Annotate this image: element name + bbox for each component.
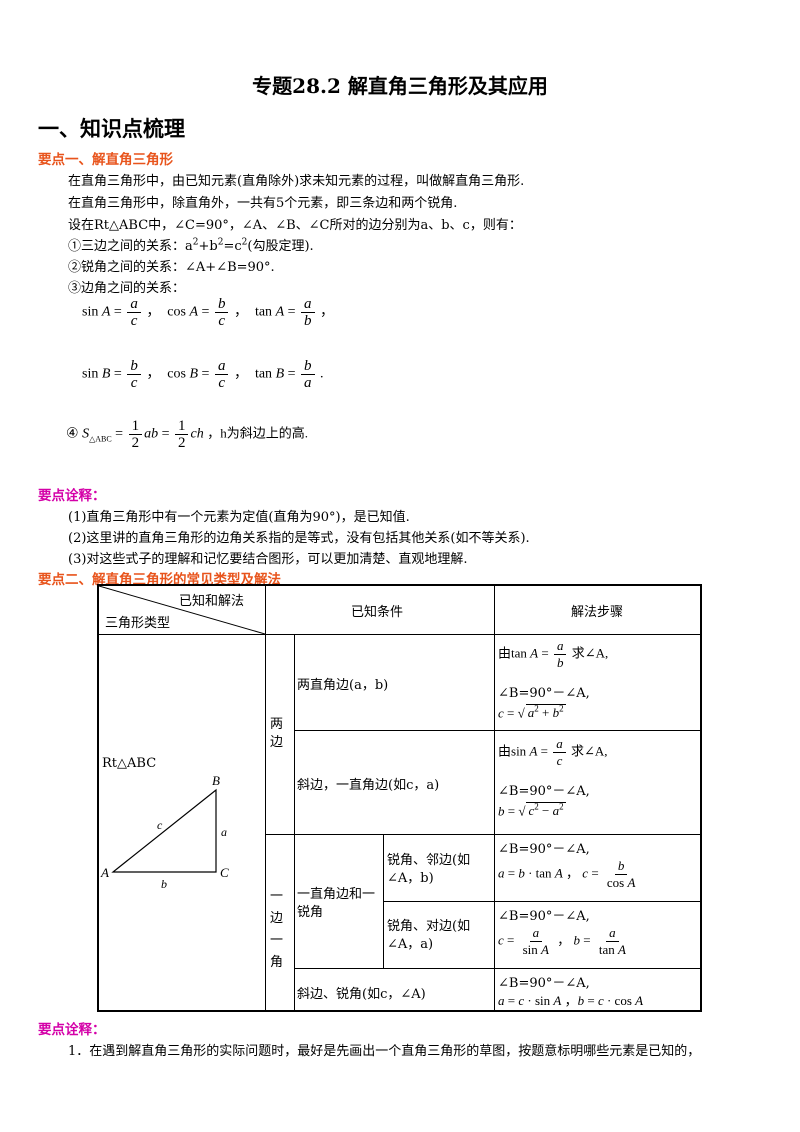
steps-row-2-c: b = √ c2 − a2 <box>498 802 566 819</box>
area-prefix: ④ <box>66 426 79 442</box>
area-suffix: ，h为斜边上的高. <box>207 425 308 441</box>
known-row-1: 两直角边(a，b) <box>297 678 389 693</box>
group-two-sides: 两边 <box>270 717 284 750</box>
solution-table: 已知和解法 三角形类型 已知条件 解法步骤 Rt△ABC A B C c a b… <box>97 584 702 1012</box>
note2-heading: 要点诠释： <box>38 1022 106 1038</box>
point1-line-2: 在直角三角形中，除直角外，一共有5个元素，即三条边和两个锐角. <box>68 196 458 211</box>
right-triangle-figure: A B C c a b <box>100 773 229 891</box>
svg-text:c: c <box>157 818 163 832</box>
step-qiu-2: 求∠A, <box>570 743 608 759</box>
known-row-3: 锐角、邻边(如∠A，b) <box>387 853 471 886</box>
steps-row-5-a: ∠B=90°－∠A, <box>498 976 590 991</box>
steps-row-3-b: a = b · tan A ， c = b cos A <box>498 858 636 890</box>
point1-line-1: 在直角三角形中，由已知元素(直角除外)求未知元素的过程，叫做解直角三角形. <box>68 174 525 189</box>
steps-row-4-a: ∠B=90°－∠A, <box>498 909 590 924</box>
svg-text:A: A <box>100 865 109 880</box>
header-bottom-label: 三角形类型 <box>105 616 171 631</box>
svg-text:B: B <box>212 773 220 788</box>
point1-line-3: 设在Rt△ABC中，∠C=90°，∠A、∠B、∠C所对的边分别为a、b、c，则有… <box>68 218 522 233</box>
note1-heading: 要点诠释： <box>38 488 106 504</box>
steps-row-1-c: c = √ a2 + b2 <box>498 704 566 721</box>
steps-row-2-b: ∠B=90°－∠A, <box>498 784 590 799</box>
group-side-angle: 一边一角 <box>270 889 284 970</box>
svg-text:a: a <box>221 825 227 839</box>
step-you-2: 由 <box>498 743 512 759</box>
steps-row-4-b: c = a sin A ， b = a tan A <box>498 925 626 957</box>
point1-rel3: ③边角之间的关系： <box>68 281 186 296</box>
known-row-4: 锐角、对边(如∠A，a) <box>387 919 471 952</box>
step-qiu-1: 求∠A, <box>571 645 609 661</box>
note2-line-1: 1．在遇到解直角三角形的实际问题时，最好是先画出一个直角三角形的草图，按题意标明… <box>68 1044 701 1059</box>
note1-line-1: (1)直角三角形中有一个元素为定值(直角为90°)，是已知值. <box>68 510 410 525</box>
rel1-suffix: (勾股定理). <box>247 239 314 254</box>
header-diagonal <box>99 586 265 634</box>
sub-side-angle-label: 一直角边和一锐角 <box>297 887 376 920</box>
step-you-1: 由 <box>498 645 512 661</box>
point1-rel1: ①三边之间的关系：a2+b2=c2(勾股定理). <box>68 235 314 254</box>
known-row-2: 斜边，一直角边(如c，a) <box>297 778 440 793</box>
point1-rel2: ②锐角之间的关系：∠A+∠B=90°. <box>68 260 275 275</box>
section-heading: 一、知识点梳理 <box>38 117 185 141</box>
col-steps-header: 解法步骤 <box>571 605 624 620</box>
note1-line-2: (2)这里讲的直角三角形的边角关系指的是等式，没有包括其他关系(如不等关系). <box>68 531 530 546</box>
note1-line-3: (3)对这些式子的理解和记忆要结合图形，可以更加清楚、直观地理解. <box>68 552 468 567</box>
svg-text:C: C <box>220 865 229 880</box>
steps-row-3-a: ∠B=90°－∠A, <box>498 842 590 857</box>
steps-row-1-b: ∠B=90°－∠A, <box>498 686 590 701</box>
triangle-label: Rt△ABC <box>102 756 157 771</box>
page-title: 专题28.2 解直角三角形及其应用 <box>252 74 548 98</box>
col-known-header: 已知条件 <box>351 605 404 620</box>
header-top-label: 已知和解法 <box>179 594 245 609</box>
area-formula: ④ S△ABC = 1 2 ab = 1 2 ch ，h为斜边上的高. <box>66 418 308 451</box>
pythagoras-formula: a2+b2=c2 <box>185 237 248 254</box>
point1-heading: 要点一、解直角三角形 <box>38 152 173 168</box>
known-row-5: 斜边、锐角(如c，∠A) <box>297 987 426 1002</box>
steps-row-5-b: a = c · sin A ，b = c · cos A <box>498 993 644 1008</box>
svg-text:b: b <box>161 877 167 891</box>
rel1-prefix: ①三边之间的关系： <box>68 239 186 254</box>
